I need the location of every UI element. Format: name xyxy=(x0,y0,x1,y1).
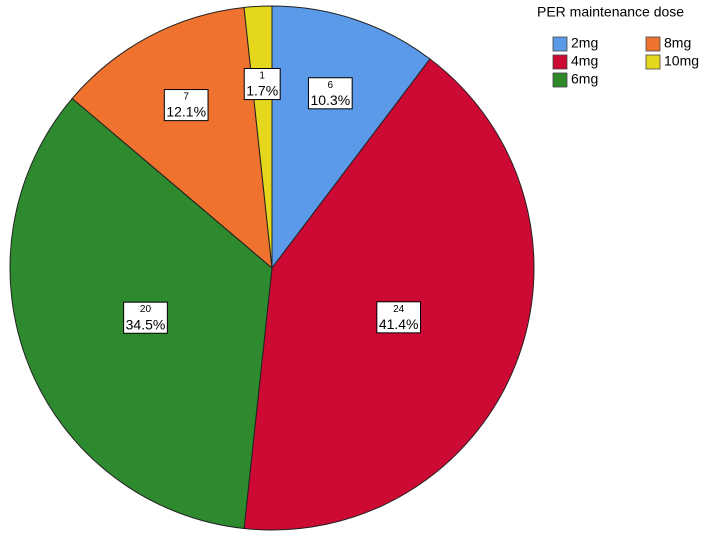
count-label: 7 xyxy=(183,92,189,103)
pie-slice xyxy=(71,6,273,270)
label-box xyxy=(307,77,353,110)
legend-swatch xyxy=(645,36,661,52)
legend-swatch xyxy=(552,72,568,88)
legend-swatch xyxy=(552,54,568,70)
value-label: 34.5% xyxy=(126,316,166,332)
count-label: 1 xyxy=(259,71,265,82)
label-box xyxy=(376,301,422,334)
data-label: 712.1% xyxy=(163,89,209,122)
pie-slice xyxy=(243,58,535,531)
label-box xyxy=(163,89,209,122)
label-box xyxy=(123,301,168,334)
data-label: 11.7% xyxy=(243,68,281,101)
legend-swatch xyxy=(645,54,661,70)
label-box xyxy=(243,68,281,101)
legend-label: 8mg xyxy=(664,35,691,51)
count-label: 20 xyxy=(140,304,152,315)
legend-swatch xyxy=(552,36,568,52)
value-label: 10.3% xyxy=(310,92,350,108)
pie-slice xyxy=(271,5,431,270)
value-label: 1.7% xyxy=(246,83,278,99)
legend-label: 4mg xyxy=(571,53,598,69)
legend-title: PER maintenance dose xyxy=(537,4,684,20)
legend-label: 6mg xyxy=(571,71,598,87)
legend-label: 10mg xyxy=(664,53,699,69)
value-label: 41.4% xyxy=(379,316,419,332)
data-label: 610.3% xyxy=(307,77,353,110)
legend-label: 2mg xyxy=(571,35,598,51)
count-label: 24 xyxy=(393,304,405,315)
value-label: 12.1% xyxy=(166,104,206,120)
count-label: 6 xyxy=(328,80,334,91)
